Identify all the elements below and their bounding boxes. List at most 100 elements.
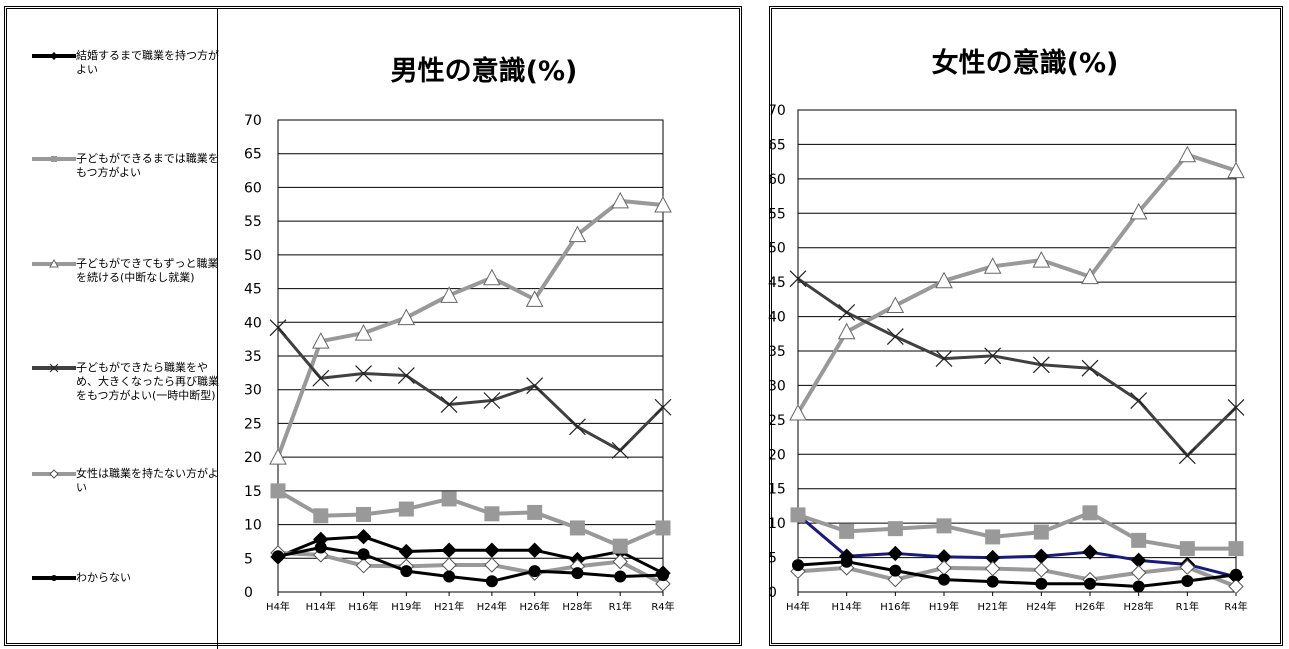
men-chart-data-point bbox=[314, 541, 327, 554]
men-chart-data-point bbox=[525, 290, 544, 307]
men-chart-series-line bbox=[277, 535, 664, 575]
women-chart-y-tick-label: 30 bbox=[768, 378, 786, 394]
men-chart-data-point bbox=[269, 319, 287, 337]
women-chart-series-4 bbox=[789, 270, 1245, 465]
women-chart-y-tick-label: 60 bbox=[768, 172, 786, 188]
women-chart-data-point bbox=[1084, 577, 1096, 590]
men-chart-series-4 bbox=[269, 319, 672, 459]
line-chart-men: 男性の意識(%) 0 5 10 15 20 25 30 35 40 45 50 55 60 65 70 H4年 H… bbox=[244, 55, 675, 613]
women-chart-x-tick-label: H24年 bbox=[1026, 600, 1056, 613]
women-chart-x-tick-label: H28年 bbox=[1124, 600, 1154, 613]
legend-swatch bbox=[32, 156, 76, 162]
men-chart-x-tick-label: R4年 bbox=[651, 600, 674, 613]
legend-swatch bbox=[32, 469, 76, 479]
women-chart-series-line bbox=[797, 560, 1237, 588]
women-chart-y-tick-label: 40 bbox=[768, 310, 786, 326]
men-chart-data-point bbox=[611, 441, 629, 459]
men-chart-data-point bbox=[614, 570, 627, 583]
women-chart-data-point bbox=[840, 555, 853, 568]
men-chart-data-point bbox=[485, 575, 498, 588]
women-chart-data-point bbox=[936, 518, 952, 534]
men-chart-series-line bbox=[277, 545, 664, 583]
men-chart-data-point bbox=[483, 268, 501, 286]
men-chart-data-point bbox=[526, 377, 544, 395]
men-chart-x-tick-label: H16年 bbox=[348, 600, 378, 613]
women-chart-data-point bbox=[1032, 251, 1051, 268]
men-chart-data-point bbox=[355, 557, 372, 574]
women-chart-data-point bbox=[886, 328, 904, 345]
women-chart-title: 女性の意識(%) bbox=[932, 47, 1119, 79]
women-chart-data-point bbox=[983, 257, 1002, 274]
women-chart-data-point bbox=[1179, 541, 1195, 557]
women-chart-y-tick-label: 50 bbox=[768, 241, 786, 257]
men-chart-y-tick-label: 55 bbox=[244, 214, 262, 230]
men-chart-data-point bbox=[655, 520, 671, 536]
men-chart-series-line bbox=[277, 550, 664, 586]
women-chart-data-point bbox=[886, 296, 905, 314]
men-chart-series-line bbox=[276, 198, 664, 458]
women-chart-series-line bbox=[797, 277, 1238, 458]
women-chart-data-point bbox=[986, 575, 999, 588]
men-chart-data-point bbox=[355, 365, 372, 382]
women-chart-y-tick-label: 55 bbox=[768, 206, 786, 222]
women-chart-y-tick-label: 5 bbox=[768, 551, 777, 567]
men-chart-data-point bbox=[528, 565, 541, 578]
women-chart-y-tick-label: 45 bbox=[768, 275, 786, 291]
women-chart-x-tick-label: H19年 bbox=[929, 600, 959, 613]
legend-swatch bbox=[32, 258, 76, 268]
women-chart-data-point bbox=[1130, 392, 1148, 410]
men-chart-data-point bbox=[313, 508, 329, 524]
men-chart-data-point bbox=[526, 542, 543, 558]
men-chart-data-point bbox=[440, 286, 458, 303]
men-chart-y-tick-label: 30 bbox=[244, 383, 262, 399]
women-chart-data-point bbox=[985, 529, 1001, 545]
men-chart-data-point bbox=[355, 529, 372, 545]
men-chart-data-point bbox=[657, 569, 669, 582]
women-chart-data-point bbox=[837, 322, 856, 340]
women-chart-data-point bbox=[1179, 559, 1196, 575]
women-chart-data-point bbox=[792, 559, 804, 572]
women-chart-data-point bbox=[887, 571, 904, 588]
men-chart-x-tick-label: R1年 bbox=[609, 600, 632, 613]
women-chart-data-point bbox=[789, 403, 807, 421]
men-chart-y-tick-label: 65 bbox=[244, 147, 262, 163]
women-chart-y-tick-label: 35 bbox=[768, 344, 786, 360]
women-chart-y-tick-label: 65 bbox=[768, 137, 786, 153]
women-chart-data-point bbox=[789, 270, 807, 288]
women-chart-x-tick-label: H4年 bbox=[786, 600, 810, 613]
legend: 結婚するまで職業を持つ方がよい 子どもができるまでは職業をもつ方がよい 子どもができ… bbox=[7, 9, 219, 649]
men-chart-y-tick-label: 50 bbox=[244, 248, 262, 264]
women-chart-data-point bbox=[984, 560, 1001, 577]
women-chart-data-point bbox=[1081, 359, 1099, 377]
women-chart-series-6 bbox=[792, 555, 1242, 593]
men-chart-data-point bbox=[270, 483, 286, 499]
line-chart-women: 女性の意識(%) 0 5 10 15 20 25 30 35 40 45 50 55 60 65 70 H4年 H… bbox=[768, 47, 1248, 613]
women-chart-series-line bbox=[797, 513, 1237, 579]
men-chart-data-point bbox=[269, 448, 287, 465]
men-chart-series-6 bbox=[272, 541, 669, 588]
women-chart-data-point bbox=[790, 507, 806, 523]
men-chart-data-point bbox=[356, 506, 372, 522]
women-chart-series-2 bbox=[790, 505, 1244, 557]
men-chart-data-point bbox=[357, 548, 370, 561]
women-chart-data-point bbox=[1181, 574, 1194, 587]
men-chart-data-point bbox=[655, 576, 671, 592]
men-chart-y-tick-label: 35 bbox=[244, 349, 262, 365]
women-chart-x-tick-label: H14年 bbox=[832, 600, 862, 613]
women-chart-y-tick-label: 10 bbox=[768, 516, 786, 532]
legend-label: 子どもができたら職業をやめ、大きくなったら再び職業をもつ方がよい(一時中断型) bbox=[76, 361, 219, 402]
men-chart-data-point bbox=[397, 308, 416, 326]
men-chart-data-point bbox=[571, 567, 584, 580]
women-chart-data-point bbox=[936, 560, 952, 576]
women-chart-data-point bbox=[1178, 145, 1197, 163]
men-chart-series-line bbox=[276, 489, 664, 549]
men-chart-data-point bbox=[654, 195, 672, 213]
women-chart-y-tick-label: 70 bbox=[768, 103, 786, 119]
men-chart-data-point bbox=[272, 550, 284, 563]
women-chart-y-tick-label: 15 bbox=[768, 482, 786, 498]
women-chart-x-tick-label: R1年 bbox=[1176, 600, 1199, 613]
men-chart-data-point bbox=[441, 542, 457, 558]
men-chart-x-tick-label: H28年 bbox=[562, 600, 592, 613]
legend-label: わからない bbox=[76, 571, 131, 584]
men-chart-series-line bbox=[276, 326, 665, 452]
